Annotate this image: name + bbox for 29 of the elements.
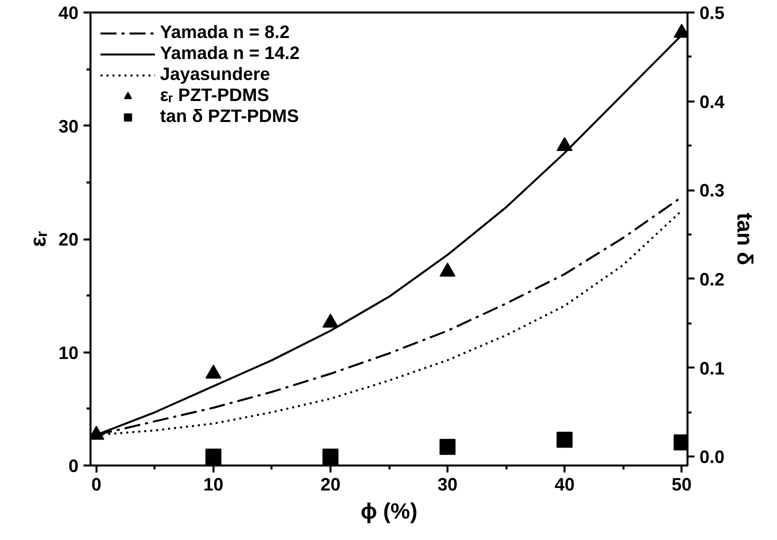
y-tick-label: 10 — [58, 342, 79, 363]
y-tick-label: 20 — [58, 230, 79, 250]
point — [322, 314, 338, 328]
legend-label: Yamada n = 14.2 — [160, 43, 300, 64]
x-tick-label: 0 — [91, 474, 102, 494]
y2-tick-label: 0.2 — [700, 269, 725, 290]
x-tick-label: 40 — [554, 474, 575, 494]
y-tick-label: 0 — [68, 456, 79, 476]
y-tick-label: 40 — [58, 3, 79, 23]
x-tick-label: 20 — [320, 474, 340, 494]
y2-tick-label: 0.3 — [700, 180, 725, 201]
legend-label: εᵣ PZT-PDMS — [160, 85, 270, 106]
legend-label: Yamada n = 8.2 — [160, 22, 290, 43]
x-tick-label: 30 — [438, 474, 458, 494]
point — [205, 364, 222, 379]
y2-tick-label: 0.1 — [700, 358, 725, 378]
point — [440, 262, 456, 277]
y-tick-label: 30 — [58, 116, 79, 136]
y2-tick-label: 0.5 — [700, 3, 725, 23]
x-axis-title: ϕ (%) — [360, 498, 418, 524]
legend-label: Jayasundere — [160, 64, 270, 85]
y2-axis-title: tan δ — [732, 212, 758, 266]
point — [556, 136, 573, 151]
legend-label: tan δ PZT-PDMS — [160, 106, 299, 127]
x-tick-label: 50 — [672, 474, 692, 494]
x-tick-label: 10 — [203, 474, 224, 494]
y2-tick-label: 0.0 — [700, 447, 725, 468]
y2-tick-label: 0.4 — [700, 92, 725, 112]
y-axis-title: εᵣ — [25, 230, 50, 247]
